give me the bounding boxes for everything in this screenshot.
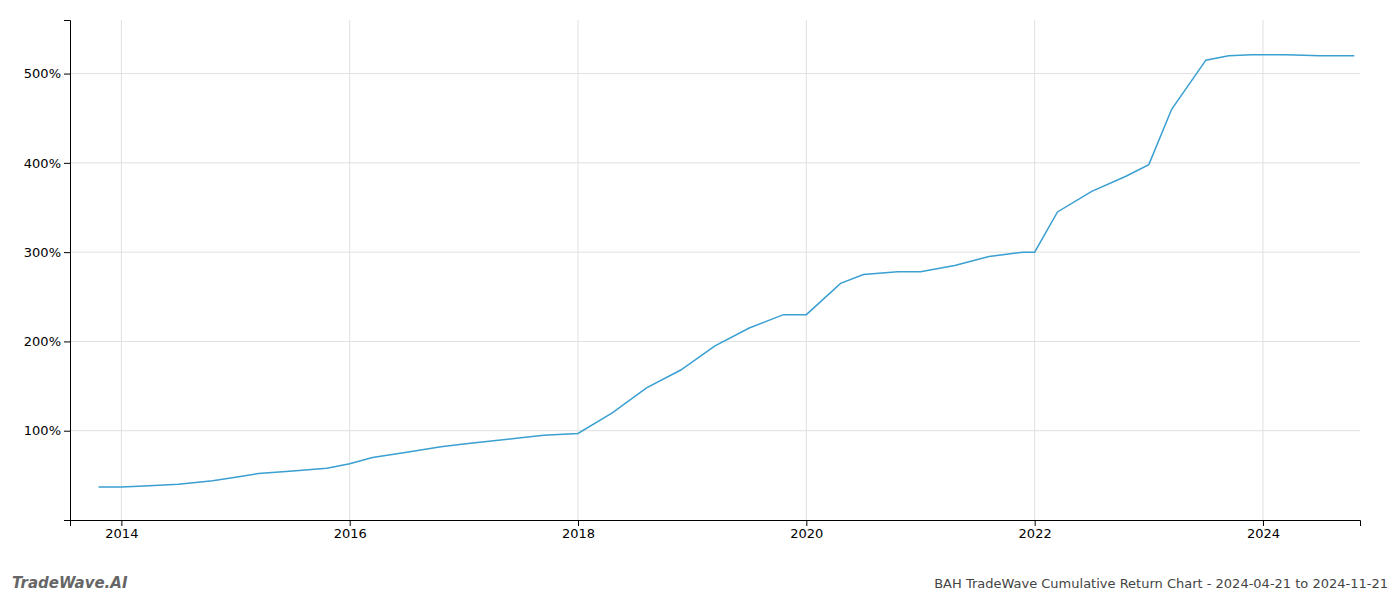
tick: 300% xyxy=(24,245,70,260)
tick-label: 100% xyxy=(24,423,61,438)
axis-line xyxy=(71,521,1361,527)
tick: 2020 xyxy=(790,520,823,541)
tick: 2016 xyxy=(334,520,367,541)
tick-mark xyxy=(350,520,351,526)
tick-mark xyxy=(64,163,70,164)
grid xyxy=(70,20,1360,520)
tick-label: 200% xyxy=(24,334,61,349)
y-axis: 100% 200% 300% 400% 500% xyxy=(24,21,71,521)
tick-mark xyxy=(1263,520,1264,526)
grid-line xyxy=(349,20,350,520)
grid-line xyxy=(70,430,1360,431)
grid-line xyxy=(578,20,579,520)
grid-line xyxy=(1262,20,1263,520)
grid-line xyxy=(806,20,807,520)
tick-mark xyxy=(806,520,807,526)
tick-label: 500% xyxy=(24,66,61,81)
tick-label: 2022 xyxy=(1019,526,1052,541)
tick-mark xyxy=(64,74,70,75)
tick-label: 2014 xyxy=(105,526,138,541)
tick: 2014 xyxy=(105,520,138,541)
tick-mark xyxy=(64,341,70,342)
tick: 200% xyxy=(24,334,70,349)
chart: 2014 2016 2018 2020 2022 2024 100% 200% 300% 400%… xyxy=(0,0,1400,600)
title: BAH TradeWave Cumulative Return Chart - … xyxy=(934,576,1388,591)
tick: 500% xyxy=(24,66,70,81)
tick: 400% xyxy=(24,156,70,171)
marks xyxy=(99,55,1355,487)
grid-line xyxy=(70,341,1360,342)
tick: 2018 xyxy=(562,520,595,541)
grid-line xyxy=(70,162,1360,163)
x-axis: 2014 2016 2018 2020 2022 2024 xyxy=(71,520,1361,541)
grid-line xyxy=(70,252,1360,253)
grid-line xyxy=(1034,20,1035,520)
tick-mark xyxy=(1035,520,1036,526)
tick-label: 300% xyxy=(24,245,61,260)
watermark: TradeWave.AI xyxy=(12,574,128,592)
tick-mark xyxy=(64,431,70,432)
tick-label: 2024 xyxy=(1247,526,1280,541)
tick-label: 2016 xyxy=(334,526,367,541)
tick-mark xyxy=(578,520,579,526)
tick: 2024 xyxy=(1247,520,1280,541)
axis-line xyxy=(64,21,71,521)
tick: 100% xyxy=(24,423,70,438)
grid-line xyxy=(121,20,122,520)
tick-mark xyxy=(64,252,70,253)
tick: 2022 xyxy=(1019,520,1052,541)
plot: 2014 2016 2018 2020 2022 2024 100% 200% 300% 400%… xyxy=(24,20,1361,541)
grid-line xyxy=(70,73,1360,74)
tick-label: 2020 xyxy=(790,526,823,541)
line xyxy=(99,55,1355,487)
tick-mark xyxy=(121,520,122,526)
tick-label: 2018 xyxy=(562,526,595,541)
tick-label: 400% xyxy=(24,156,61,171)
